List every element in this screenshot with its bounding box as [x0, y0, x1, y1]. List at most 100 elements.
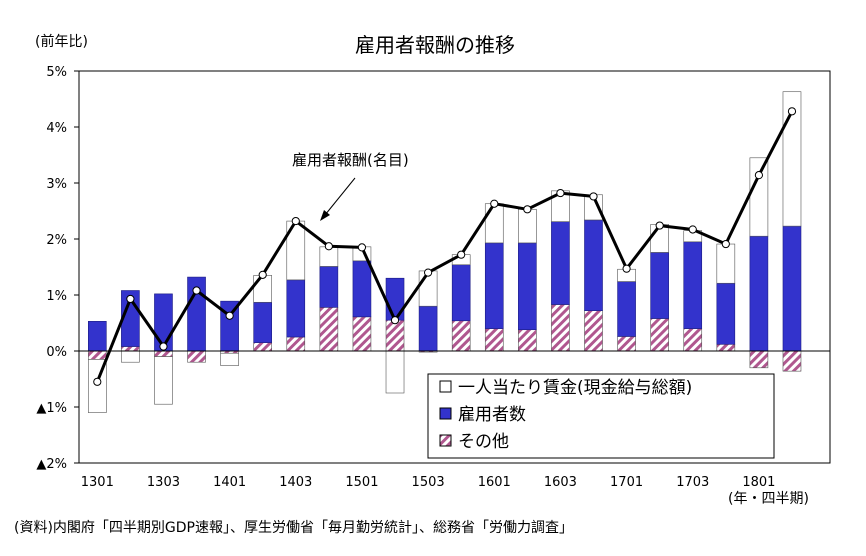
bar-other — [584, 310, 603, 352]
bar-employees — [749, 235, 769, 352]
bar-employees — [484, 242, 504, 329]
y-tick-label: 3% — [46, 177, 67, 192]
bar-employees — [352, 260, 372, 318]
bar-other — [319, 307, 339, 352]
y-axis: ▲2% ▲1% 0% 1% 2% 3% 4% 5% — [36, 65, 79, 472]
bar-other — [716, 343, 736, 352]
bar-other — [253, 342, 272, 352]
legend-swatch-wage — [439, 380, 452, 393]
y-tick-label: 5% — [46, 65, 67, 80]
annotation-label: 雇用者報酬(名目) — [292, 151, 409, 169]
bar-other — [121, 346, 140, 352]
x-tick-label: 1301 — [81, 475, 114, 490]
annotation-arrow-head — [320, 210, 330, 221]
bar-other — [484, 328, 504, 352]
bar-employees — [617, 281, 636, 337]
line-point — [192, 286, 201, 295]
bar-employees — [584, 219, 603, 311]
line-point — [357, 243, 367, 252]
line-point — [424, 268, 433, 277]
x-tick-label: 1701 — [610, 475, 643, 490]
bar-other — [551, 304, 570, 352]
bar-other — [782, 350, 802, 372]
bar-other — [187, 350, 206, 363]
line-point — [754, 171, 764, 180]
line-point — [126, 294, 135, 304]
line-point — [291, 216, 300, 226]
source-note: (資料)内閣府「四半期別GDP速報」、厚生労働省「毎月勤労統計」、総務省「労働力… — [14, 520, 573, 536]
bar-employees — [286, 279, 306, 338]
legend-label-wage: 一人当たり賃金(現金給与総額) — [458, 378, 692, 398]
line-point — [490, 199, 499, 208]
annotation-arrow-shaft — [324, 177, 356, 216]
bar-other — [88, 350, 107, 360]
bar-employees — [551, 221, 570, 305]
y-tick-label: ▲2% — [36, 457, 67, 472]
legend-swatch-employees — [439, 407, 452, 420]
bar-other — [617, 336, 636, 352]
legend-swatch-other — [439, 434, 452, 447]
bar-other — [518, 329, 537, 352]
bar-wage — [253, 275, 272, 303]
y-tick-label: 4% — [46, 121, 67, 136]
line-point — [688, 225, 697, 234]
bar-employees — [451, 264, 471, 322]
bar-other — [385, 319, 405, 352]
plot-frame — [78, 70, 831, 464]
bar-other — [749, 350, 769, 369]
line-point — [93, 377, 102, 386]
legend-box — [427, 373, 775, 459]
bar-employees — [716, 282, 736, 345]
line-compensation — [95, 110, 794, 383]
y-axis-unit: (前年比) — [35, 33, 88, 50]
line-point — [523, 205, 532, 214]
bar-other — [650, 318, 669, 352]
line-point — [225, 311, 234, 320]
x-axis: 1301 1303 1401 1403 1501 1503 1601 1603 1701 1703… — [81, 475, 776, 490]
bar-other — [352, 316, 372, 352]
line-point — [721, 239, 730, 249]
bar-wage — [518, 209, 537, 244]
bar-employees — [650, 252, 669, 319]
y-tick-label: 1% — [46, 289, 67, 304]
line-point — [622, 264, 631, 273]
x-tick-label: 1503 — [412, 475, 445, 490]
line-point — [258, 270, 267, 279]
y-tick-label: ▲1% — [36, 401, 67, 416]
x-tick-label: 1603 — [544, 475, 577, 490]
x-tick-label: 1801 — [742, 475, 775, 490]
bar-other — [286, 336, 306, 352]
line-point — [589, 192, 598, 201]
bar-wage — [782, 91, 802, 227]
bar-employees — [683, 241, 703, 329]
y-tick-label: 0% — [46, 345, 67, 360]
bar-employees — [782, 225, 802, 352]
line-series-group — [93, 107, 797, 386]
x-tick-label: 1601 — [478, 475, 511, 490]
legend-label-other: その他 — [458, 432, 509, 452]
chart-title: 雇用者報酬の推移 — [355, 33, 515, 57]
x-tick-label: 1401 — [213, 475, 246, 490]
bar-other — [451, 320, 471, 352]
bar-wage — [716, 243, 736, 284]
x-tick-label: 1403 — [279, 475, 312, 490]
bar-employees — [385, 277, 405, 321]
bar-wage — [385, 350, 405, 394]
bar-employees — [88, 321, 107, 352]
bar-wage — [121, 350, 140, 363]
line-point — [457, 250, 466, 259]
annotation: 雇用者報酬(名目) — [292, 151, 409, 221]
bar-employees — [518, 242, 537, 331]
x-axis-unit: (年・四半期) — [728, 491, 809, 507]
bar-wage — [484, 203, 504, 244]
bar-employees — [418, 305, 438, 352]
bars-group — [88, 91, 802, 413]
bar-employees — [319, 266, 339, 308]
x-tick-label: 1501 — [345, 475, 378, 490]
bar-wage — [749, 157, 769, 237]
x-tick-label: 1303 — [147, 475, 180, 490]
legend: 一人当たり賃金(現金給与総額) 雇用者数 その他 — [427, 373, 775, 459]
line-point — [159, 342, 168, 351]
bar-wage — [154, 356, 173, 405]
